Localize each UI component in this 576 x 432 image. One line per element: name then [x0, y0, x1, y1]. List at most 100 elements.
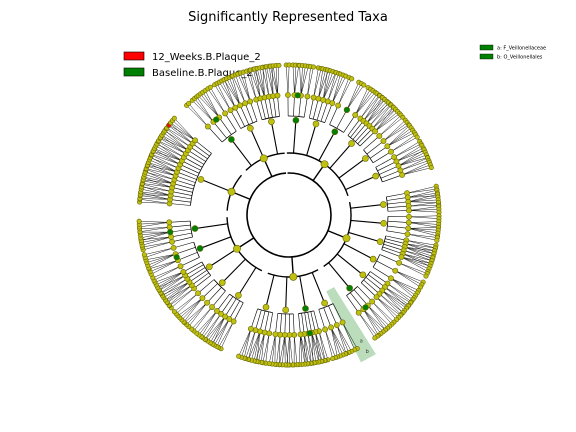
genus-branch	[370, 271, 388, 284]
species-branch	[193, 306, 213, 332]
species-branch	[363, 99, 385, 122]
species-branch	[174, 293, 199, 312]
species-branch	[363, 309, 381, 334]
species-branch	[166, 281, 190, 303]
genus-branch	[180, 257, 200, 267]
species-branch	[253, 331, 261, 361]
species-branch	[265, 66, 270, 97]
species-branch	[166, 128, 191, 148]
species-branch	[402, 253, 431, 267]
species-branch	[200, 93, 220, 118]
species-branch	[330, 327, 338, 358]
genus-branch	[272, 96, 277, 117]
species-branch	[231, 76, 241, 106]
species-branch	[315, 332, 320, 362]
genus-branch	[383, 243, 404, 251]
species-branch	[395, 270, 424, 283]
genus-branch	[382, 174, 403, 183]
species-branch	[372, 104, 392, 129]
genus-node	[248, 325, 254, 332]
order-node	[191, 225, 199, 232]
species-branch	[163, 132, 189, 151]
genus-node	[166, 224, 173, 231]
enriched-genus-node	[167, 229, 174, 236]
species-branch	[212, 316, 226, 345]
legend-label-baseline: Baseline.B.Plaque_2	[152, 68, 253, 79]
species-branch	[246, 71, 257, 100]
species-branch	[330, 327, 346, 355]
species-branch	[398, 157, 428, 167]
genus-node	[177, 263, 184, 270]
order-node	[348, 140, 355, 147]
genus-node	[384, 143, 391, 150]
species-branch	[358, 312, 378, 337]
order-branch	[285, 276, 288, 310]
genus-node	[388, 148, 394, 155]
species-branch	[139, 198, 170, 204]
species-branch	[140, 191, 171, 196]
species-node	[330, 355, 336, 361]
genus-branch	[211, 290, 226, 308]
order-node	[262, 303, 270, 311]
genus-branch	[307, 312, 312, 333]
species-branch	[318, 331, 329, 360]
species-branch	[407, 192, 438, 198]
genus-node	[166, 219, 173, 226]
species-branch	[229, 77, 241, 106]
species-branch	[270, 66, 278, 96]
enriched-genus-node	[173, 254, 180, 261]
species-node	[423, 273, 429, 279]
order-branch	[249, 127, 265, 159]
species-branch	[141, 188, 171, 196]
species-branch	[179, 297, 203, 319]
species-branch	[147, 253, 176, 266]
species-branch	[184, 302, 208, 323]
species-branch	[360, 93, 378, 119]
genus-branch	[279, 313, 282, 335]
species-branch	[300, 66, 309, 96]
species-branch	[363, 309, 379, 336]
species-branch	[294, 65, 297, 96]
species-branch	[332, 76, 347, 104]
enriched-genus-node	[213, 116, 220, 123]
species-branch	[379, 117, 404, 137]
genus-branch	[275, 313, 279, 335]
phylum-node	[320, 160, 329, 169]
genus-node	[352, 112, 359, 118]
species-branch	[139, 201, 170, 204]
species-branch	[390, 278, 418, 294]
tree-nodes	[136, 62, 442, 368]
order-branch	[336, 253, 364, 276]
genus-node	[405, 225, 412, 232]
genus-branch	[255, 309, 262, 331]
species-branch	[256, 68, 265, 98]
species-branch	[315, 331, 325, 361]
order-branch	[230, 139, 252, 167]
genus-node	[406, 213, 412, 220]
species-branch	[272, 65, 278, 96]
species-branch	[294, 65, 299, 96]
order-branch	[328, 262, 351, 289]
order-node	[372, 172, 379, 180]
species-branch	[147, 165, 176, 176]
genus-branch	[385, 235, 407, 241]
species-branch	[398, 262, 428, 274]
species-branch	[313, 68, 322, 98]
family-arc	[257, 308, 273, 314]
species-branch	[164, 130, 191, 148]
species-branch	[299, 65, 302, 96]
species-branch	[143, 179, 174, 184]
species-branch	[346, 84, 365, 111]
species-branch	[405, 243, 436, 249]
genus-node	[392, 267, 399, 274]
species-branch	[172, 120, 196, 141]
phylum-node	[259, 154, 268, 163]
root-ring	[246, 172, 332, 258]
species-branch	[255, 332, 265, 362]
species-branch	[355, 87, 369, 116]
species-branch	[318, 69, 326, 99]
genus-branch	[304, 312, 309, 334]
species-branch	[390, 278, 415, 298]
species-branch	[188, 302, 208, 327]
order-node	[197, 176, 205, 183]
